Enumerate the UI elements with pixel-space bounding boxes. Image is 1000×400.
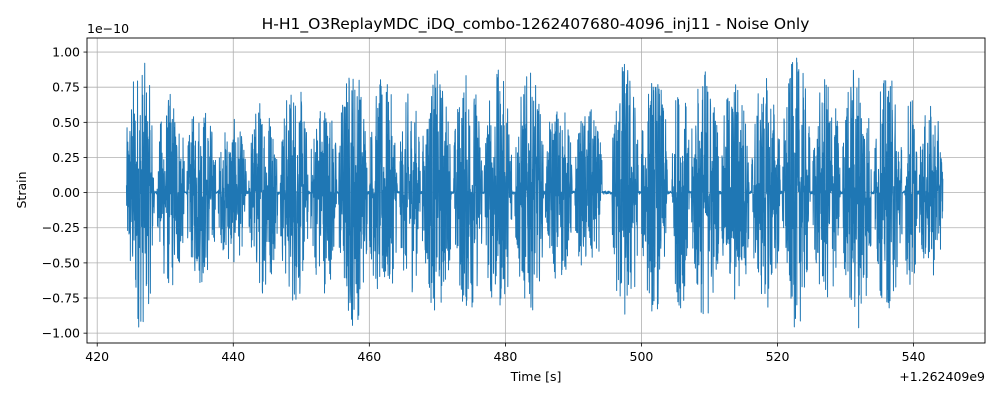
chart-title: H-H1_O3ReplayMDC_iDQ_combo-1262407680-40…	[262, 15, 810, 34]
grid	[87, 38, 985, 343]
y-scale-label: 1e−10	[87, 21, 129, 36]
y-tick-label: 0.25	[52, 150, 80, 165]
y-tick-label: 0.50	[52, 115, 80, 130]
x-tick-label: 420	[85, 349, 109, 364]
y-tick-label: −1.00	[42, 326, 80, 341]
x-tick-label: 440	[221, 349, 245, 364]
y-axis-label: Strain	[14, 171, 29, 208]
y-tick-label: −0.75	[42, 291, 80, 306]
y-axis: −1.00 −0.75 −0.50 −0.25 0.00 0.25 0.50 0.75 1.00	[42, 45, 87, 341]
x-tick-label: 540	[902, 349, 926, 364]
plot-frame	[86, 37, 986, 344]
x-offset-label: +1.262409e9	[899, 369, 985, 384]
series-line	[125, 57, 944, 329]
x-tick-label: 520	[766, 349, 790, 364]
x-tick-label: 480	[493, 349, 517, 364]
y-tick-label: 0.00	[52, 185, 80, 200]
y-tick-label: −0.25	[42, 220, 80, 235]
x-axis-label: Time [s]	[510, 369, 562, 384]
y-tick-label: −0.50	[42, 255, 80, 270]
y-tick-label: 1.00	[52, 45, 80, 60]
x-axis: 420 440 460 480 500 520 540	[85, 343, 926, 364]
x-tick-label: 500	[630, 349, 654, 364]
series-group	[125, 57, 944, 329]
x-tick-label: 460	[357, 349, 381, 364]
y-tick-label: 0.75	[52, 80, 80, 95]
